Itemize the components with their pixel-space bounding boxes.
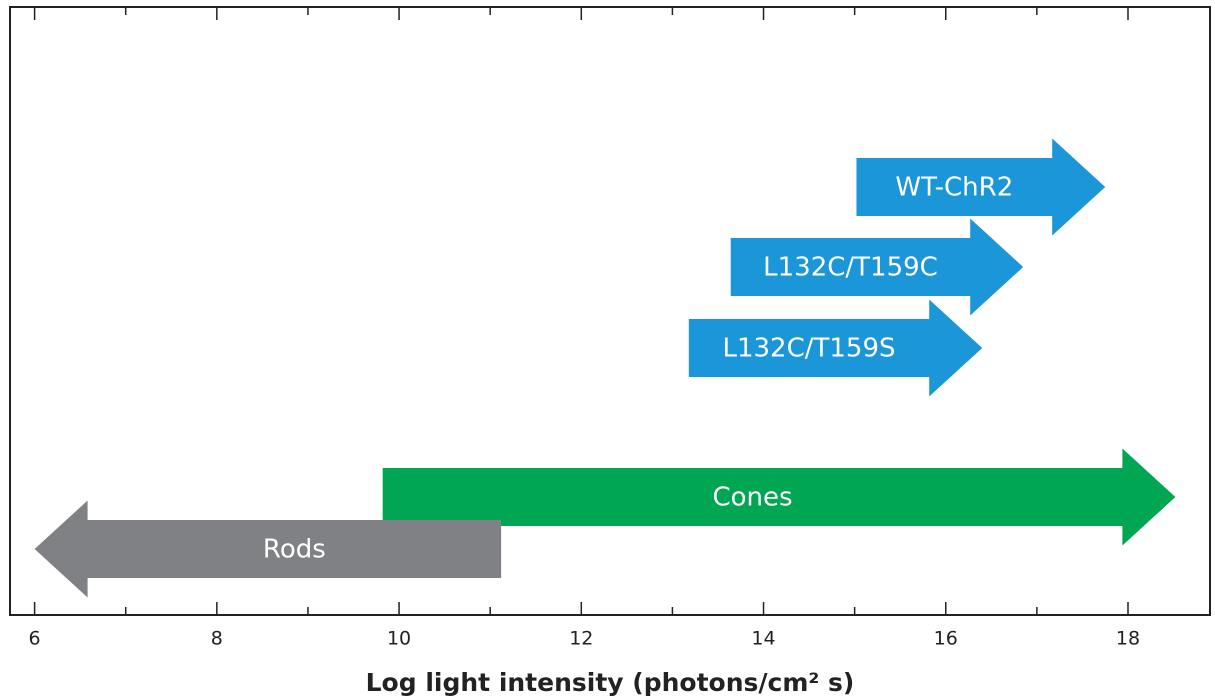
x-tick-label: 14 [751, 628, 775, 650]
x-tick-label: 18 [1116, 628, 1140, 650]
arrow-label: Cones [712, 483, 792, 513]
range-arrow [688, 299, 983, 397]
plot-frame [9, 6, 1211, 616]
x-tick-label: 12 [569, 628, 593, 650]
arrow-label: L132C/T159C [763, 253, 938, 283]
range-arrow [382, 448, 1176, 546]
range-arrow [730, 218, 1024, 316]
x-tick-label: 16 [934, 628, 958, 650]
x-tick-label: 10 [387, 628, 411, 650]
x-axis-label: Log light intensity (photons/cm² s) [366, 668, 855, 697]
arrow-label: L132C/T159S [722, 334, 895, 364]
x-tick-label: 8 [211, 628, 223, 650]
arrow-label: Rods [263, 535, 326, 565]
arrow-label: WT-ChR2 [895, 173, 1013, 203]
range-arrow [856, 138, 1106, 236]
x-tick-label: 6 [29, 628, 41, 650]
range-arrow [34, 500, 502, 598]
